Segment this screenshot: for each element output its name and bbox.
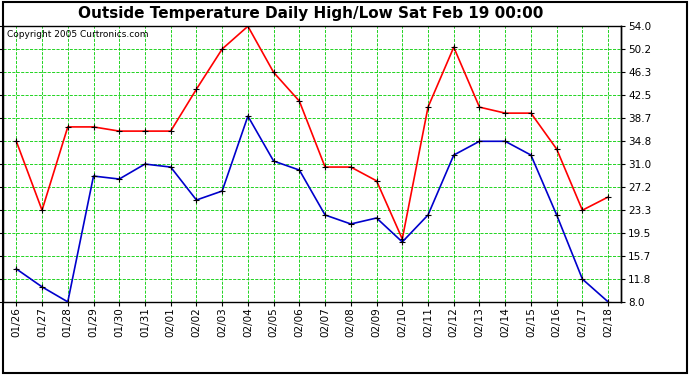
Text: Copyright 2005 Curtronics.com: Copyright 2005 Curtronics.com [6,30,148,39]
Text: Outside Temperature Daily High/Low Sat Feb 19 00:00: Outside Temperature Daily High/Low Sat F… [78,6,543,21]
